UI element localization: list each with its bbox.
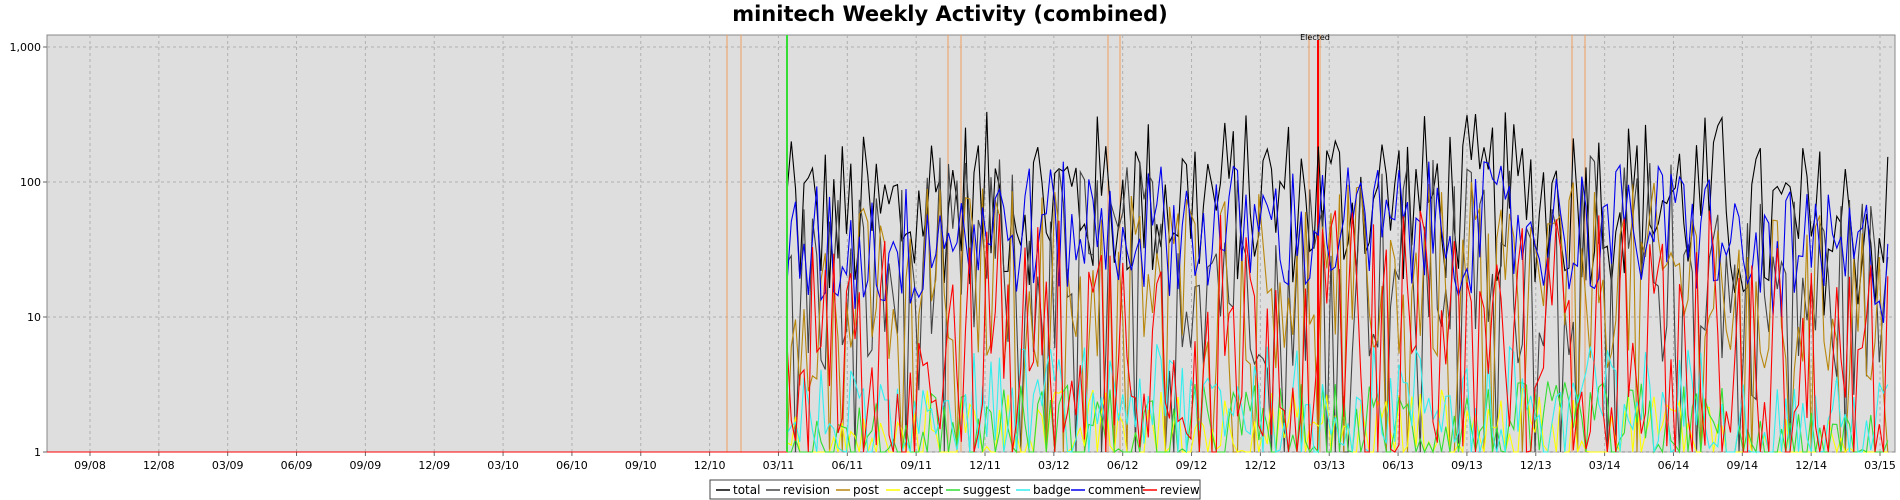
x-tick-label: 06/10 [556, 459, 588, 472]
series-line-badge [47, 344, 1889, 454]
y-tick-label: 1 [34, 446, 41, 459]
legend-label: suggest [963, 483, 1011, 497]
x-tick-label: 09/10 [625, 459, 657, 472]
x-tick-label: 12/09 [418, 459, 450, 472]
x-tick-label: 03/15 [1864, 459, 1896, 472]
series-line-review [47, 210, 1889, 453]
legend-label: review [1160, 483, 1200, 497]
x-tick-label: 06/12 [1107, 459, 1139, 472]
legend: total revision post accept suggest badge comme… [709, 479, 1201, 500]
x-tick-label: 12/11 [969, 459, 1001, 472]
legend-label: post [853, 483, 879, 497]
legend-item: suggest [946, 483, 1011, 497]
legend-label: revision [783, 483, 830, 497]
x-tick-label: 06/13 [1382, 459, 1414, 472]
x-tick-label: 09/08 [74, 459, 106, 472]
x-tick-label: 09/14 [1726, 459, 1758, 472]
series-line-total [47, 111, 1889, 453]
x-tick-label: 03/09 [212, 459, 244, 472]
x-tick-label: 12/10 [694, 459, 726, 472]
legend-item: comment [1071, 483, 1145, 497]
x-tick-label: 12/14 [1795, 459, 1827, 472]
legend-label: total [733, 483, 760, 497]
legend-label: accept [903, 483, 944, 497]
series-line-comment [47, 161, 1889, 453]
x-tick-label: 12/13 [1520, 459, 1552, 472]
x-tick-label: 12/12 [1245, 459, 1277, 472]
legend-label: comment [1088, 483, 1145, 497]
legend-item: total [716, 483, 760, 497]
x-tick-label: 03/10 [487, 459, 519, 472]
legend-item: review [1143, 483, 1200, 497]
x-tick-label: 03/11 [763, 459, 795, 472]
x-gridlines [89, 35, 1881, 456]
legend-label: badge [1033, 483, 1071, 497]
legend-item: accept [886, 483, 944, 497]
x-tick-label: 09/09 [350, 459, 382, 472]
legend-item: badge [1016, 483, 1071, 497]
x-tick-label: 12/08 [143, 459, 175, 472]
x-tick-label: 09/12 [1176, 459, 1208, 472]
x-tick-label: 09/13 [1451, 459, 1483, 472]
series-line-post [47, 181, 1889, 453]
y-tick-label: 1,000 [10, 41, 42, 54]
x-tick-label: 06/14 [1658, 459, 1690, 472]
x-tick-label: 06/09 [281, 459, 313, 472]
x-tick-label: 09/11 [900, 459, 932, 472]
chart-title: minitech Weekly Activity (combined) [732, 2, 1168, 26]
y-tick-label: 10 [27, 311, 41, 324]
y-tick-label: 100 [20, 176, 41, 189]
x-tick-label: 06/11 [831, 459, 863, 472]
election-annotation: Elected [1300, 33, 1330, 42]
legend-item: revision [766, 483, 830, 497]
x-tick-label: 03/12 [1038, 459, 1070, 472]
legend-item: post [836, 483, 879, 497]
x-tick-label: 03/14 [1589, 459, 1621, 472]
x-tick-label: 03/13 [1313, 459, 1345, 472]
